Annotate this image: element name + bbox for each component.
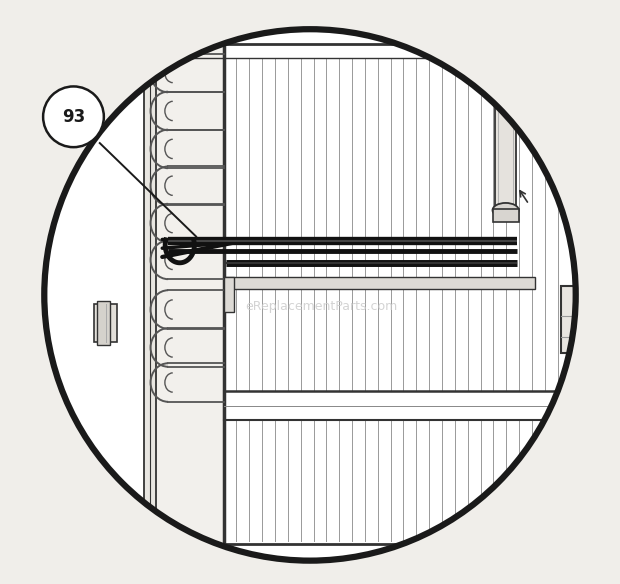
Bar xyxy=(561,286,599,353)
Bar xyxy=(495,50,516,210)
Circle shape xyxy=(46,31,574,559)
Bar xyxy=(596,313,604,333)
Bar xyxy=(97,301,110,345)
Bar xyxy=(492,209,519,222)
Ellipse shape xyxy=(492,203,519,218)
Text: 93: 93 xyxy=(62,108,85,126)
Bar xyxy=(144,44,156,544)
Bar xyxy=(94,304,117,342)
Text: eReplacementParts.com: eReplacementParts.com xyxy=(246,300,398,313)
Bar xyxy=(224,277,535,289)
Circle shape xyxy=(43,86,104,147)
Bar xyxy=(156,44,224,544)
Bar xyxy=(224,277,234,312)
